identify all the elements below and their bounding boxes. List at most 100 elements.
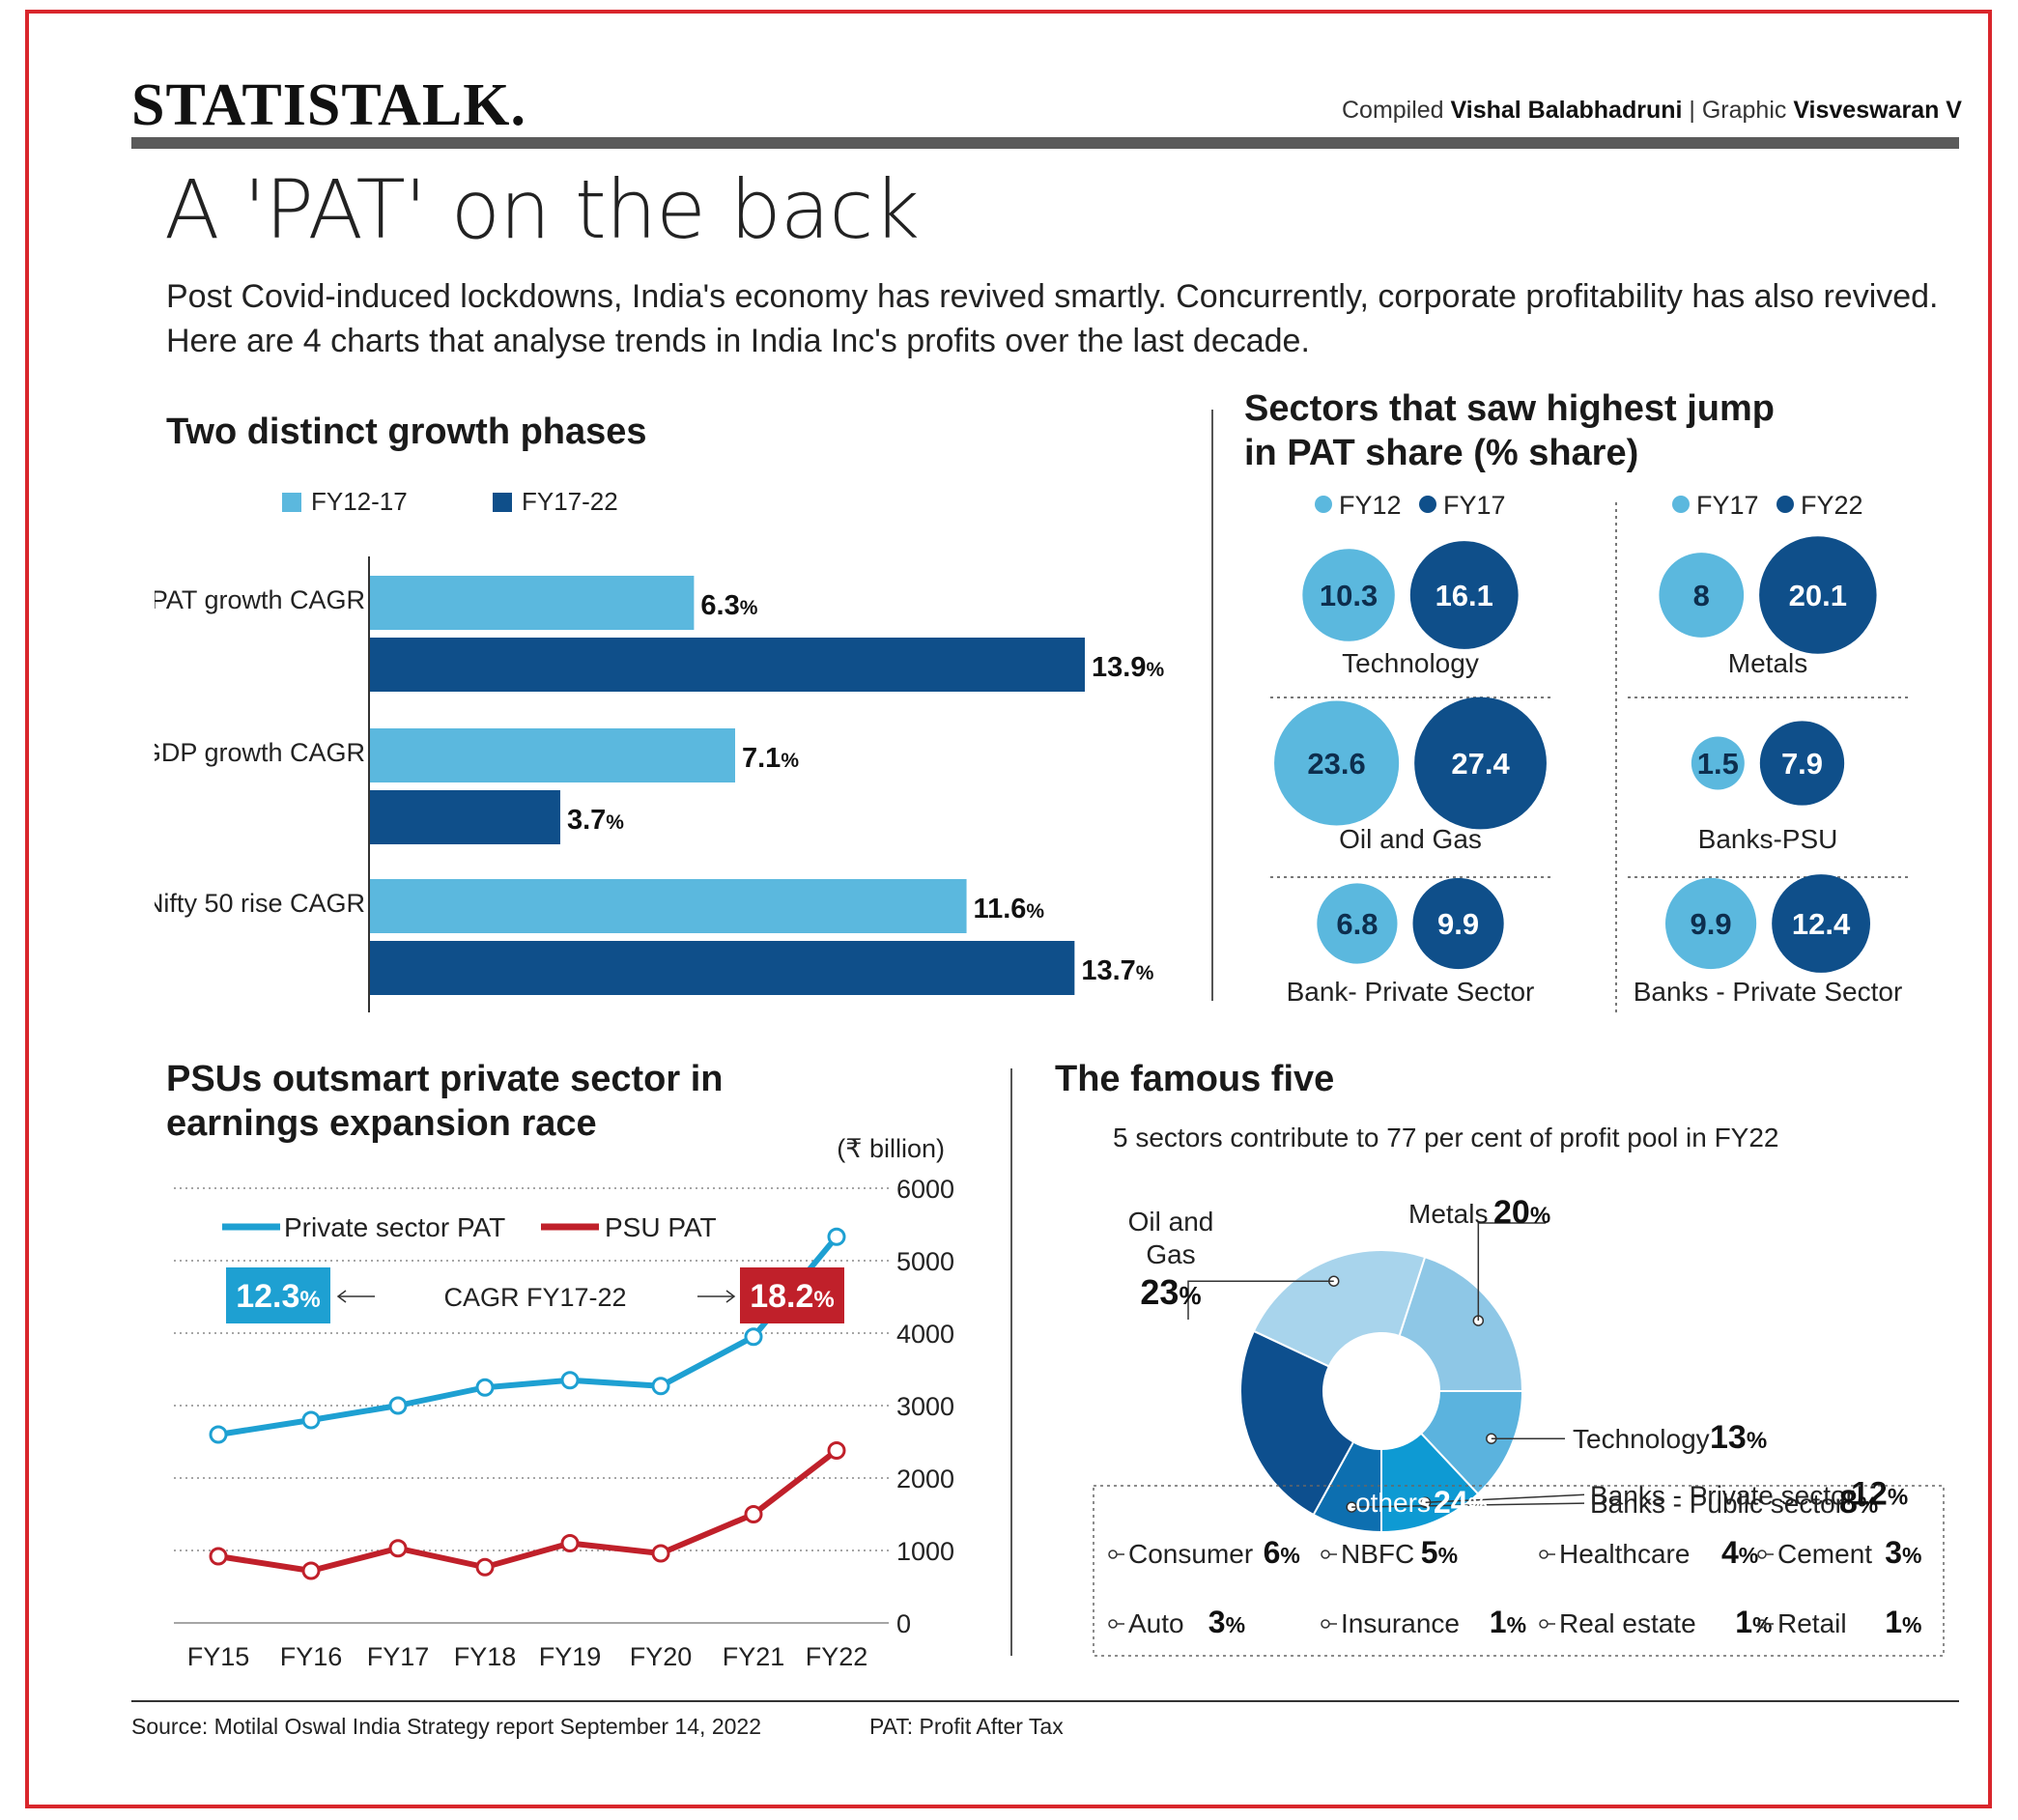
- bar-value-label: 3.7%: [567, 805, 624, 836]
- credits: Compiled Vishal Balabhadruni | Graphic V…: [1342, 97, 1962, 125]
- cagr-arrowhead-right: [725, 1290, 736, 1303]
- cagr-private-badge: [226, 1267, 330, 1323]
- callout-line-oil-gas: [1187, 1280, 1334, 1320]
- bubble-a: [1274, 700, 1400, 826]
- breakdown-label: Real estate: [1559, 1608, 1696, 1638]
- bubble-a: [1317, 883, 1398, 964]
- legend-swatch-1: [493, 493, 512, 512]
- y-tick-label: 2000: [896, 1465, 954, 1493]
- y-tick-label: 1000: [896, 1537, 954, 1566]
- callout-label-metals: Metals: [1408, 1199, 1488, 1229]
- callout-pct-banks-public: 8%: [1839, 1484, 1878, 1521]
- bar-0-2: [370, 879, 967, 933]
- series-point-1: [744, 1505, 763, 1523]
- series-point-1: [827, 1441, 846, 1460]
- divider-top: [1211, 410, 1213, 1001]
- source-note: Source: Motilal Oswal India Strategy rep…: [131, 1714, 762, 1739]
- intro-text: Post Covid-induced lockdowns, India's ec…: [166, 278, 1939, 359]
- bubble-legend-dot: [1315, 496, 1332, 513]
- y-tick-label: 3000: [896, 1392, 954, 1421]
- breakdown-bullet: [1321, 1619, 1330, 1629]
- bar-1-2: [370, 941, 1075, 995]
- series-point-0: [744, 1327, 763, 1347]
- line-chart-title: PSUs outsmart private sector in earnings…: [166, 1059, 724, 1144]
- breakdown-pct: 1%: [1735, 1605, 1772, 1639]
- bar-value-label: 11.6%: [974, 894, 1045, 924]
- cagr-label: CAGR FY17-22: [443, 1283, 626, 1312]
- breakdown-pct: 3%: [1885, 1535, 1921, 1570]
- y-tick-label: 5000: [896, 1247, 954, 1276]
- bar-0-0: [370, 576, 695, 630]
- bubble-a-value: 8: [1693, 579, 1710, 612]
- bubble-sector-label: Metals: [1728, 648, 1807, 678]
- series-point-0: [475, 1378, 495, 1397]
- series-point-1: [475, 1557, 495, 1577]
- series-line-1: [217, 1448, 838, 1574]
- graphic-name: Visveswaran V: [1793, 97, 1962, 124]
- series-point-0: [209, 1425, 228, 1444]
- cagr-private-value: 12.3%: [236, 1278, 321, 1315]
- bubble-legend-label: FY17: [1443, 491, 1506, 520]
- donut-slice-5: [1252, 1249, 1427, 1368]
- legend-private-label: Private sector PAT: [284, 1212, 505, 1242]
- bubble-b: [1409, 541, 1519, 649]
- breakdown-label: Auto: [1128, 1608, 1184, 1638]
- bubble-chart-title: Sectors that saw highest jump in PAT sha…: [1244, 388, 1775, 473]
- bubble-a-value: 1.5: [1697, 747, 1739, 781]
- x-tick-label: FY18: [454, 1642, 517, 1671]
- bubble-legend-dot: [1672, 496, 1690, 513]
- x-tick-label: FY16: [280, 1642, 343, 1671]
- bubble-b-value: 12.4: [1792, 907, 1851, 941]
- callout-pct-oil-gas: 23%: [1140, 1272, 1201, 1312]
- bar-value-label: 13.7%: [1081, 955, 1153, 986]
- series-point-0: [388, 1396, 408, 1415]
- y-tick-label: 6000: [896, 1175, 954, 1204]
- breakdown-pct: 3%: [1208, 1605, 1245, 1639]
- bubble-b: [1759, 536, 1877, 654]
- donut-slice-4: [1239, 1329, 1355, 1517]
- breakdown-pct: 1%: [1885, 1605, 1921, 1639]
- series-line-0: [217, 1235, 839, 1437]
- series-point-1: [560, 1534, 580, 1552]
- category-label: Nifty 50 rise CAGR: [155, 889, 365, 918]
- bubble-b-value: 9.9: [1437, 907, 1479, 941]
- bubble-sector-label: Banks-PSU: [1698, 824, 1838, 854]
- donut-slice-0: [1398, 1255, 1524, 1392]
- series-point-0: [560, 1371, 580, 1390]
- callout-pct-metals: 20%: [1493, 1194, 1550, 1231]
- cagr-psu-badge: [740, 1267, 844, 1323]
- bar-1-1: [370, 790, 560, 844]
- breakdown-label: Retail: [1777, 1608, 1847, 1638]
- category-label: PAT growth CAGR: [155, 585, 365, 614]
- breakdown-pct: 1%: [1490, 1605, 1526, 1639]
- others-breakdown-box: [1093, 1485, 1945, 1657]
- series-point-1: [651, 1544, 670, 1563]
- bubble-a: [1691, 736, 1745, 790]
- bubble-sector-label: Banks - Private Sector: [1634, 977, 1903, 1007]
- bubble-b-value: 27.4: [1451, 747, 1510, 781]
- bubble-a-value: 9.9: [1691, 907, 1732, 941]
- bubble-b: [1414, 697, 1547, 830]
- breakdown-label: Insurance: [1341, 1608, 1460, 1638]
- cagr-psu-value: 18.2%: [750, 1278, 835, 1315]
- line-chart: (₹ billion) 6000 5000 4000 3000 2000 1000 0 FY15…: [174, 1134, 954, 1671]
- x-tick-label: FY15: [187, 1642, 250, 1671]
- breakdown-bullet: [1108, 1619, 1118, 1629]
- series-point-1: [388, 1539, 408, 1558]
- bubble-legend-dot: [1776, 496, 1794, 513]
- bubble-b: [1412, 877, 1504, 970]
- breakdown-label: Cement: [1777, 1539, 1872, 1569]
- bubble-legend-dot: [1419, 496, 1436, 513]
- bar-1-0: [370, 638, 1085, 692]
- bubble-a: [1302, 549, 1395, 641]
- page-frame: [25, 10, 1992, 1808]
- bubble-legend-label: FY22: [1801, 491, 1863, 520]
- breakdown-label: Consumer: [1128, 1539, 1253, 1569]
- donut-chart-title: The famous five: [1055, 1059, 1335, 1099]
- bar-value-label: 7.1%: [742, 743, 799, 774]
- callout-label-technology: Technology: [1573, 1424, 1710, 1454]
- bubble-a-value: 10.3: [1320, 579, 1378, 612]
- x-tick-label: FY20: [630, 1642, 693, 1671]
- y-tick-label: 4000: [896, 1320, 954, 1349]
- bubble-b-value: 7.9: [1781, 747, 1823, 781]
